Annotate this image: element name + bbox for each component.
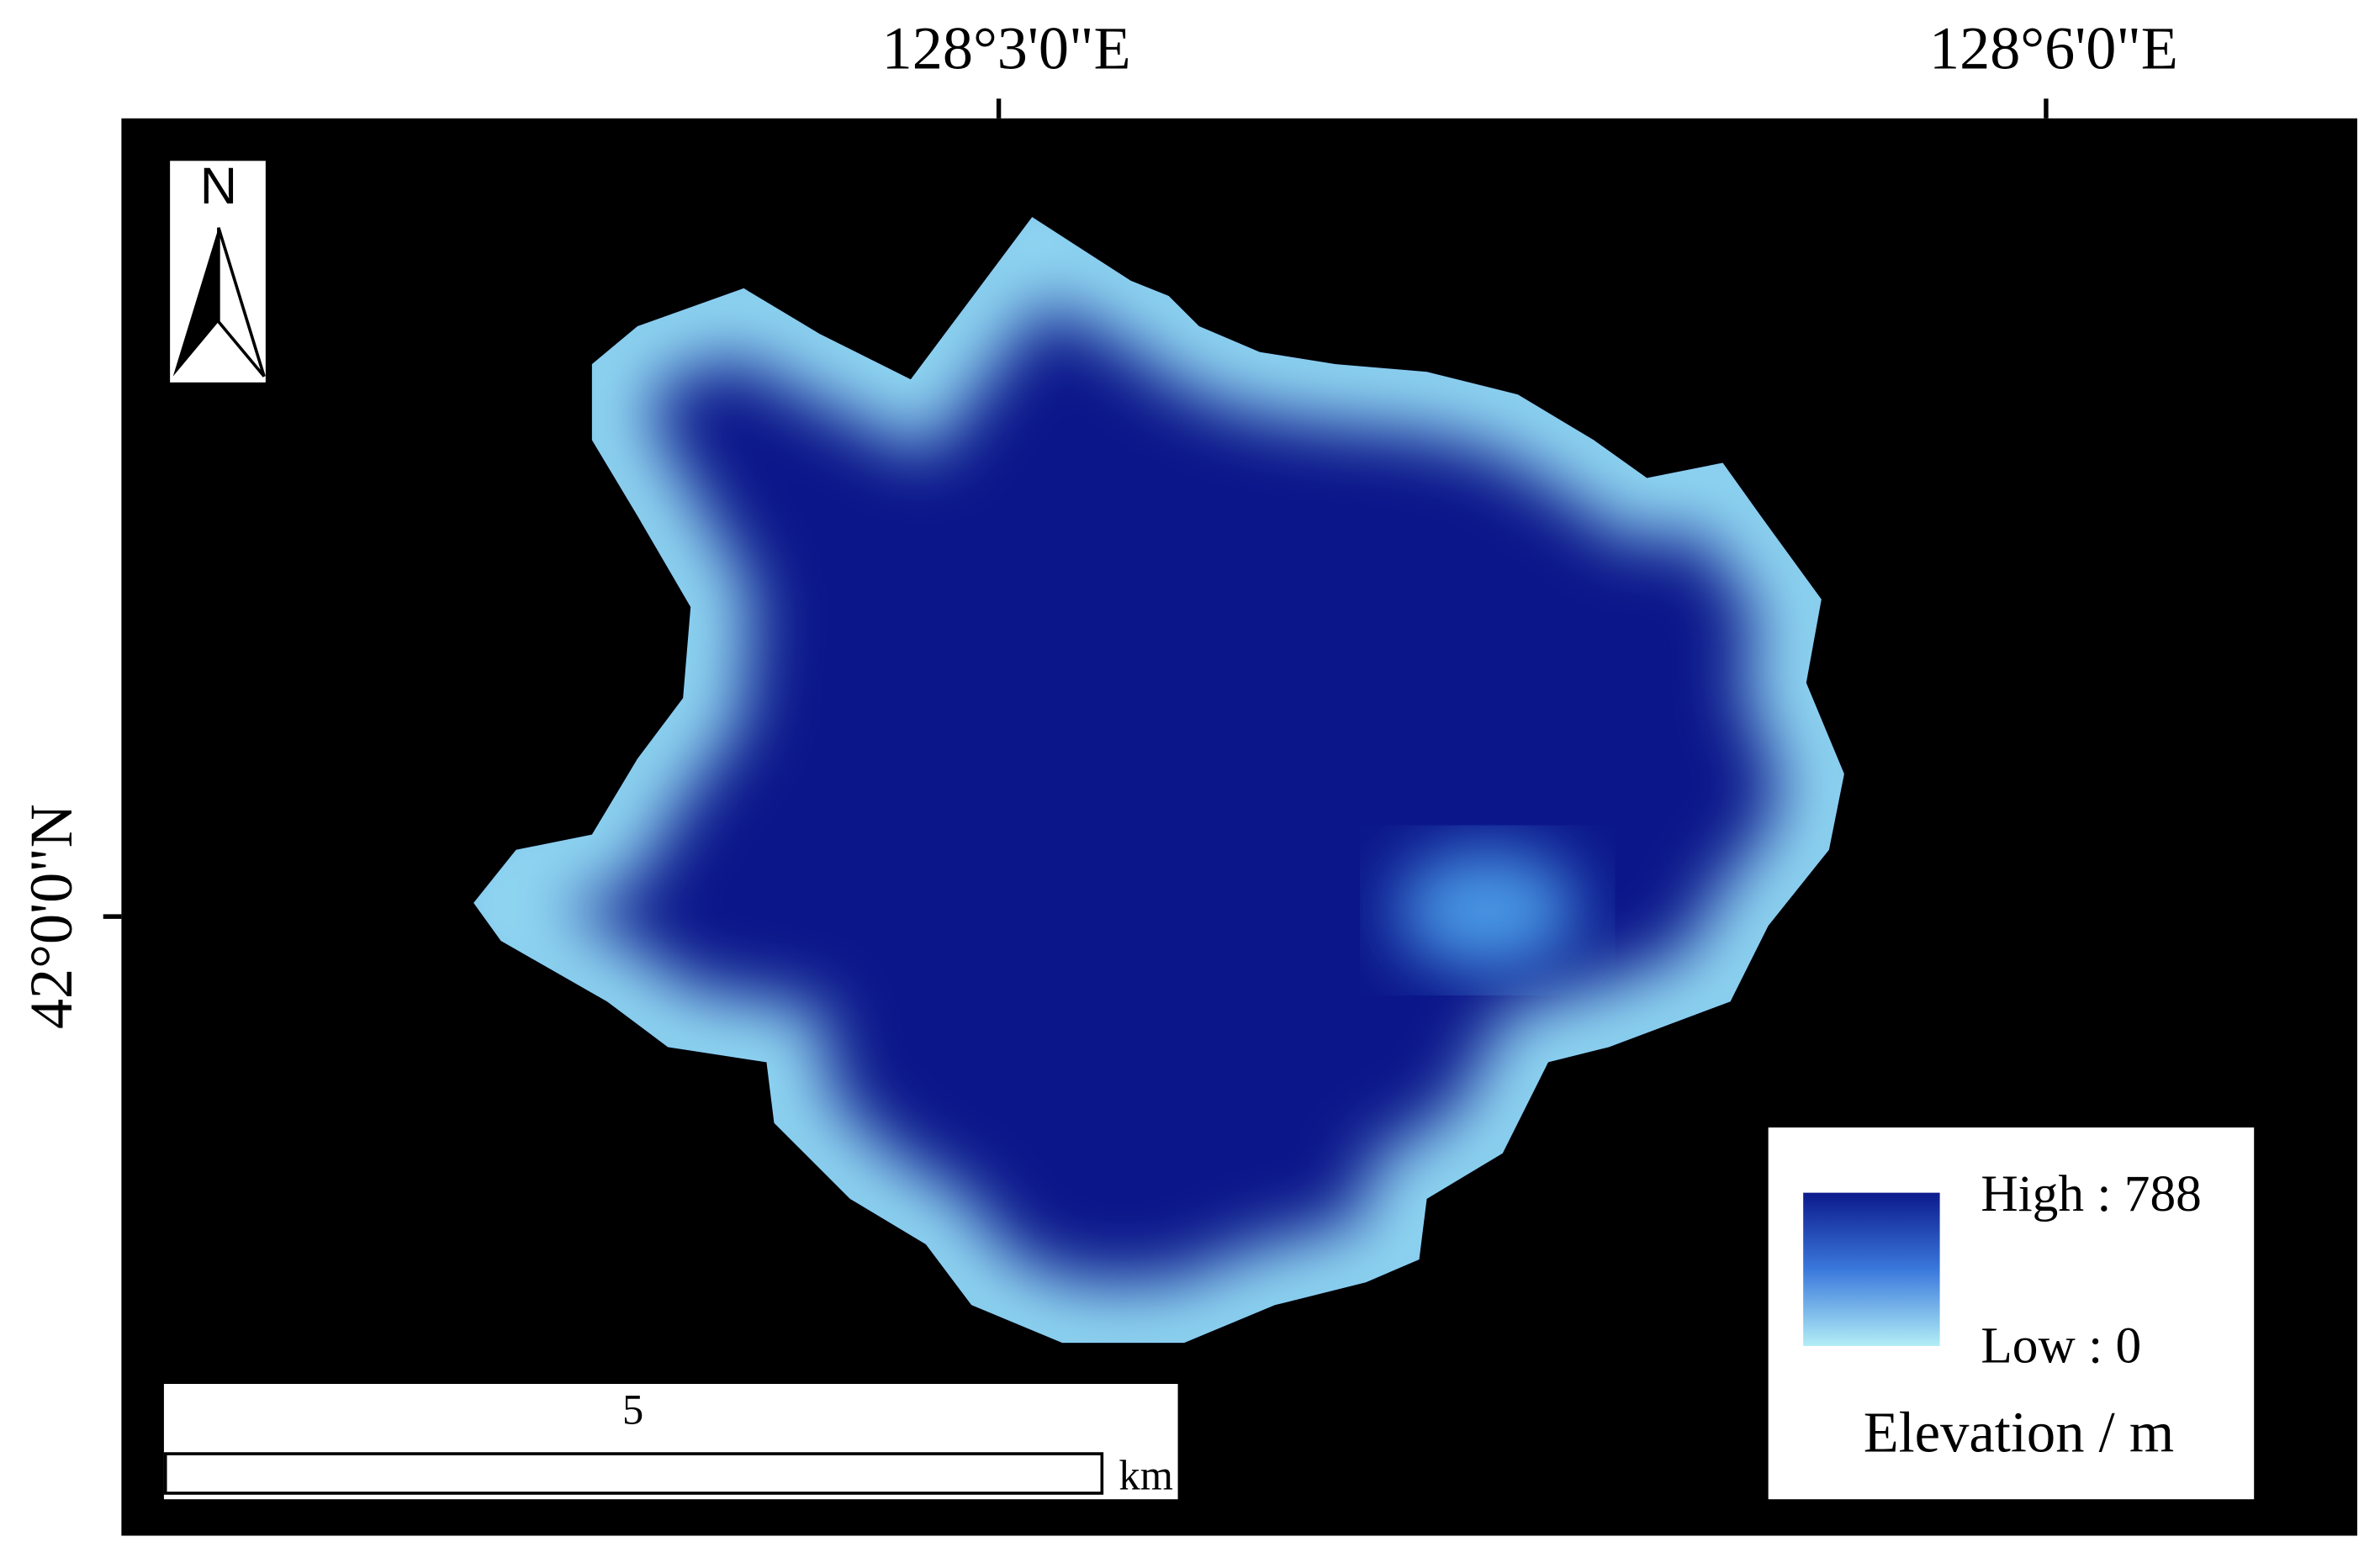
scale-label: 5 [622, 1386, 643, 1434]
scale-bar: 5 km [163, 1384, 1178, 1500]
latitude-label: 42°0'0"N [18, 804, 85, 1029]
longitude-label: 128°6'0"E [1929, 15, 2178, 82]
scale-unit: km [1119, 1451, 1173, 1498]
legend-high: High : 788 [1981, 1165, 2202, 1222]
legend: High : 788 Low : 0 Elevation / m [1768, 1127, 2255, 1500]
north-label: N [200, 157, 237, 215]
color-ramp [1803, 1192, 1940, 1346]
longitude-label: 128°3'0"E [882, 15, 1131, 82]
north-arrow: N [170, 157, 266, 383]
legend-title: Elevation / m [1864, 1401, 2174, 1465]
legend-low: Low : 0 [1981, 1317, 2141, 1374]
